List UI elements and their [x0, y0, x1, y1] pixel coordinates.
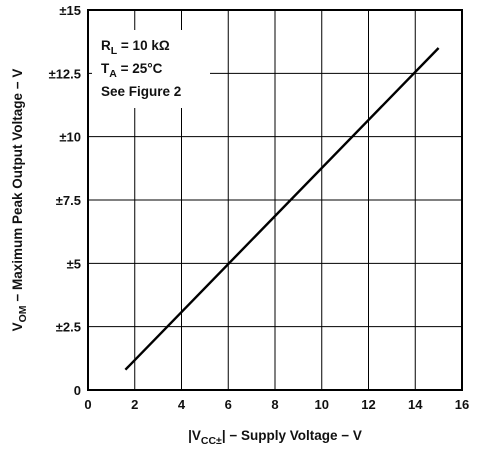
x-tick-label: 6 — [225, 397, 232, 412]
y-tick-label: 0 — [74, 383, 81, 398]
annotation-see-figure: See Figure 2 — [101, 84, 181, 99]
series-line — [124, 47, 440, 371]
x-tick-label: 8 — [271, 397, 278, 412]
y-tick-label: ±5 — [67, 256, 81, 271]
y-tick-label: ±15 — [59, 3, 81, 18]
x-tick-label: 10 — [315, 397, 329, 412]
plot-frame — [87, 9, 463, 391]
x-tick-label: 0 — [84, 397, 91, 412]
x-tick-label: 2 — [131, 397, 138, 412]
y-tick-label: ±12.5 — [49, 66, 81, 81]
x-tick-label: 16 — [455, 397, 469, 412]
y-tick-label: ±7.5 — [56, 193, 81, 208]
annotation-ta: TA = 25°C — [101, 61, 163, 80]
series-lines — [124, 47, 440, 371]
x-tick-labels: 0 2 4 6 8 10 12 14 16 — [84, 397, 469, 412]
y-tick-labels: 0 ±2.5 ±5 ±7.5 ±10 ±12.5 ±15 — [49, 3, 81, 398]
x-axis-label: |VCC±| − Supply Voltage − V — [188, 428, 362, 447]
y-tick-label: ±2.5 — [56, 320, 81, 335]
annotation-box — [92, 30, 210, 108]
y-axis-label: VOM − Maximum Peak Output Voltage − V — [10, 69, 29, 332]
x-tick-label: 4 — [178, 397, 186, 412]
annotation-rl: RL = 10 kΩ — [101, 38, 170, 57]
x-tick-label: 12 — [361, 397, 375, 412]
y-tick-label: ±10 — [59, 130, 81, 145]
x-tick-label: 14 — [408, 397, 423, 412]
